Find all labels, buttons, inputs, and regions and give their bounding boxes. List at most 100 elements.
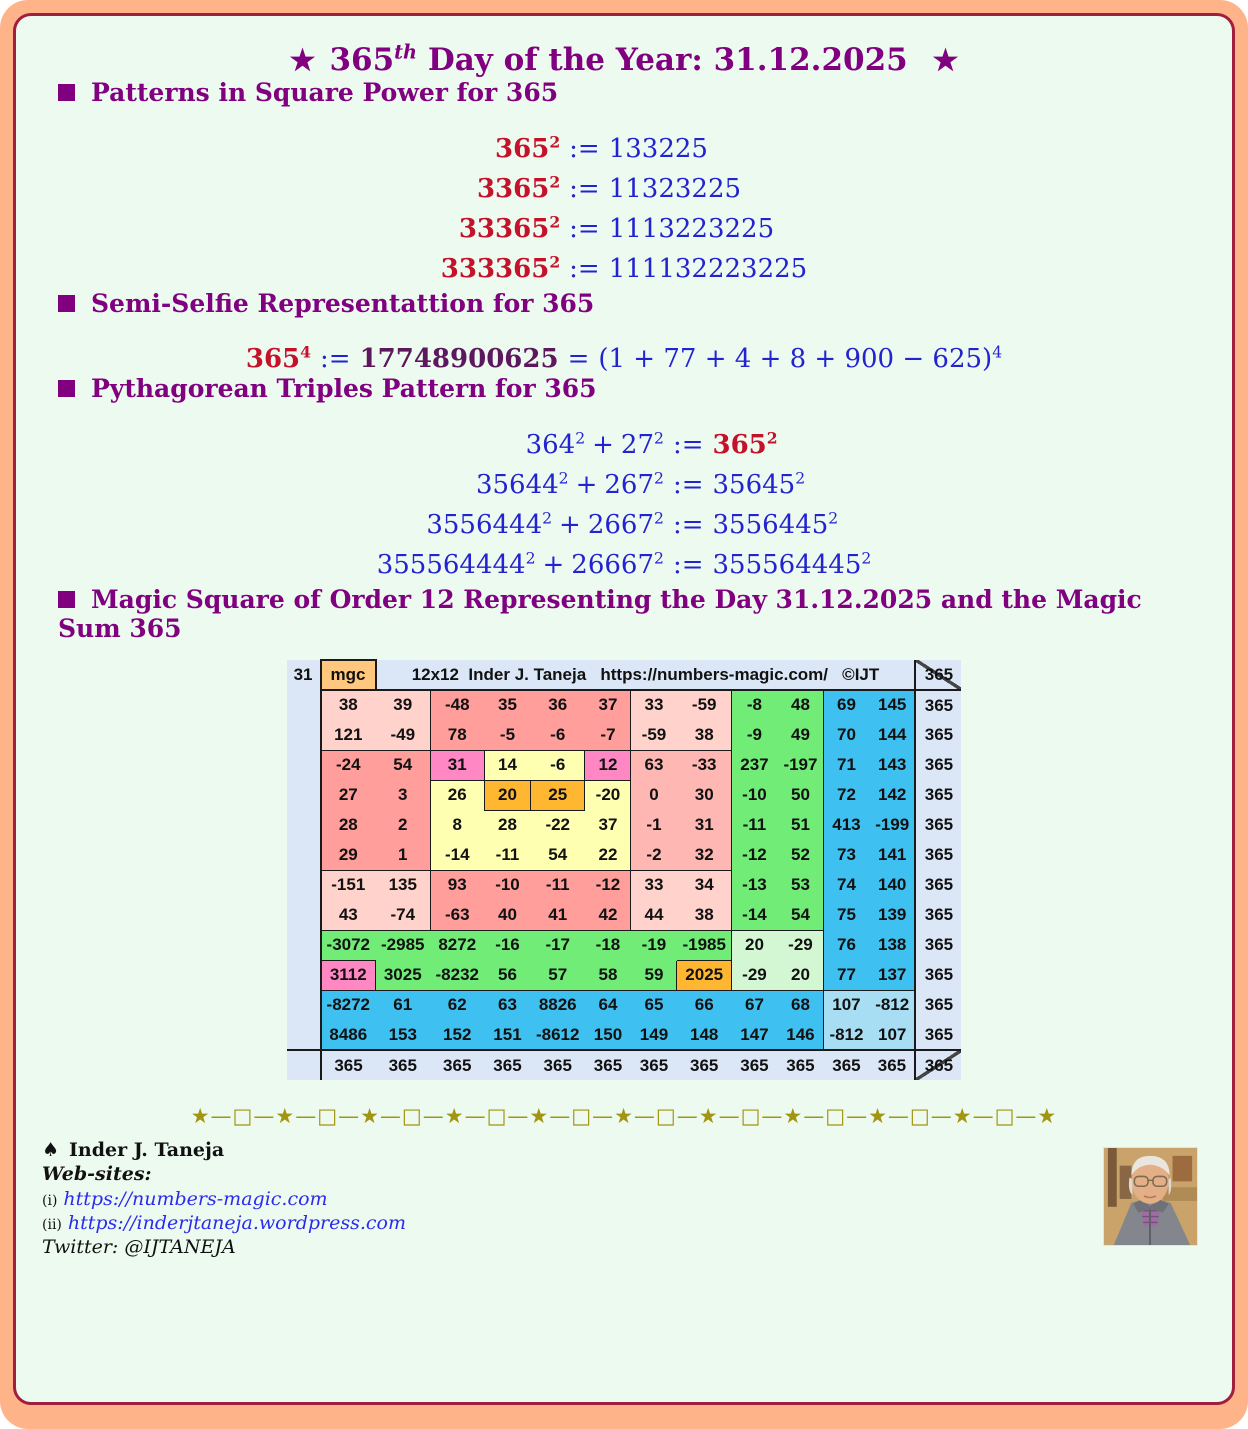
- section-heading-label: Magic Square of Order 12 Representing th…: [58, 585, 1142, 643]
- magic-mgc-cell: mgc: [319, 659, 377, 691]
- magic-sum-cell: 365: [823, 1049, 870, 1080]
- equation-exponent: 2: [549, 132, 561, 152]
- assign-operator: :=: [569, 254, 600, 284]
- magic-cell: 67: [731, 989, 778, 1020]
- magic-cell: 138: [869, 930, 917, 960]
- magic-gutter-cell: [286, 1049, 322, 1080]
- magic-sum-cell: 365: [430, 1049, 485, 1080]
- assign-operator: :=: [672, 550, 704, 580]
- magic-cell: 38: [676, 900, 732, 931]
- magic-square-table: 31 mgc 12x12 Inder J. Taneja https://numbe…: [286, 659, 962, 1080]
- equation-row: 3652 := 133225: [441, 129, 807, 169]
- equation-result: 111132223225: [608, 254, 808, 284]
- magic-cell: 76: [822, 930, 870, 960]
- triple-a: 35644: [475, 470, 559, 500]
- magic-cell: 37: [584, 810, 632, 840]
- magic-cell: -29: [730, 960, 778, 991]
- magic-cell: -59: [630, 720, 677, 751]
- section-heading-label: Patterns in Square Power for 365: [91, 78, 559, 107]
- equation-row: 3333652 := 111132223225: [441, 249, 807, 289]
- magic-row-total: 365: [914, 810, 962, 840]
- magic-cell: 77: [822, 960, 870, 991]
- magic-row-total: 365: [914, 1020, 962, 1050]
- equation-base: 365: [495, 134, 550, 164]
- magic-cell: 8486: [319, 1020, 376, 1051]
- magic-cell: 49: [777, 720, 824, 750]
- magic-cell: 50: [777, 780, 824, 810]
- magic-cell: -19: [630, 929, 677, 960]
- plus-operator: +: [542, 550, 565, 580]
- magic-gutter-cell: [286, 720, 322, 750]
- magic-cell: 107: [869, 1020, 917, 1051]
- magic-cell: 150: [584, 1020, 631, 1051]
- magic-cell: 78: [429, 720, 485, 751]
- author-photo: [1103, 1146, 1198, 1246]
- magic-cell: 146: [777, 1020, 824, 1051]
- magic-cell: 56: [484, 960, 531, 991]
- magic-cell: 65: [630, 989, 677, 1020]
- triple-b: 26667: [571, 550, 655, 580]
- wordpress-link[interactable]: https://inderjtaneja.wordpress.com: [67, 1211, 406, 1234]
- triple-b: 267: [604, 470, 655, 500]
- magic-cell: 36: [530, 689, 585, 720]
- triple-c: 35645: [712, 470, 796, 500]
- magic-cell: -6: [530, 749, 586, 781]
- magic-cell: 30: [676, 780, 732, 810]
- magic-row-total: 365: [914, 750, 962, 780]
- magic-cell: 61: [375, 989, 430, 1020]
- magic-cell: -151: [319, 869, 376, 900]
- magic-cell: 68: [777, 989, 824, 1020]
- numbers-magic-link[interactable]: https://numbers-magic.com: [63, 1187, 328, 1210]
- magic-cell: -33: [676, 749, 732, 780]
- equation-row: 3555644442 +266672 := 3555644452: [377, 545, 872, 585]
- magic-cell: 74: [822, 870, 870, 900]
- magic-cell: 38: [319, 689, 376, 720]
- section-heading-pythagorean: Pythagorean Triples Pattern for 365: [58, 374, 1212, 403]
- equation-exponent: 4: [300, 342, 312, 362]
- magic-cell: -48: [429, 689, 485, 720]
- magic-cell: 20: [730, 929, 778, 960]
- magic-cell: 413: [822, 810, 870, 840]
- magic-cell: 28: [484, 809, 531, 840]
- magic-cell: 137: [869, 960, 917, 991]
- magic-cell: -59: [676, 689, 732, 720]
- magic-gutter-cell: [286, 750, 322, 780]
- magic-gutter-cell: [286, 840, 322, 870]
- magic-total-header: 365: [914, 660, 962, 691]
- magic-grand-total: 365: [914, 1049, 962, 1080]
- triple-c: 3556445: [712, 510, 829, 540]
- magic-cell: 39: [375, 689, 431, 720]
- magic-cell: 29: [319, 840, 376, 871]
- magic-cell: 148: [676, 1020, 732, 1051]
- page-content: ★ 365th Day of the Year: 31.12.2025 ★ Pat…: [13, 13, 1235, 1405]
- equation-base: 33365: [458, 214, 550, 244]
- magic-row-total: 365: [914, 690, 962, 720]
- equation-exponent: 2: [766, 428, 778, 448]
- equation-base: 365: [245, 344, 301, 374]
- magic-sum-cell: 365: [584, 1049, 631, 1080]
- magic-cell: 135: [375, 869, 431, 900]
- magic-cell: -14: [730, 900, 778, 931]
- magic-cell: -8272: [319, 989, 376, 1020]
- equation-row: 3642 +272 := 3652: [377, 425, 872, 465]
- magic-cell: 2025: [676, 959, 732, 991]
- magic-cell: 33: [630, 689, 677, 720]
- assign-operator: :=: [320, 344, 351, 374]
- magic-cell: -29: [777, 929, 824, 960]
- magic-cell: 54: [530, 840, 585, 871]
- magic-cell: 44: [630, 900, 677, 931]
- magic-cell: 1: [375, 840, 431, 871]
- equation-exponent: 2: [654, 429, 664, 448]
- star-divider: ★—□—★—□—★—□—★—□—★—□—★—□—★—□—★—□—★—□—★—□—…: [190, 1104, 1058, 1128]
- equation-row: 33652 := 11323225: [441, 169, 807, 209]
- magic-cell: 72: [822, 780, 870, 810]
- section-heading-square-power: Patterns in Square Power for 365: [58, 78, 1212, 107]
- magic-cell: 144: [869, 720, 917, 750]
- magic-cell: -49: [375, 720, 431, 751]
- equation-result: 11323225: [608, 174, 742, 204]
- equation-exponent: 2: [861, 549, 872, 568]
- magic-cell: -74: [375, 900, 431, 931]
- magic-cell: 142: [869, 780, 917, 810]
- magic-row-total: 365: [914, 780, 962, 810]
- magic-cell: 42: [584, 900, 632, 931]
